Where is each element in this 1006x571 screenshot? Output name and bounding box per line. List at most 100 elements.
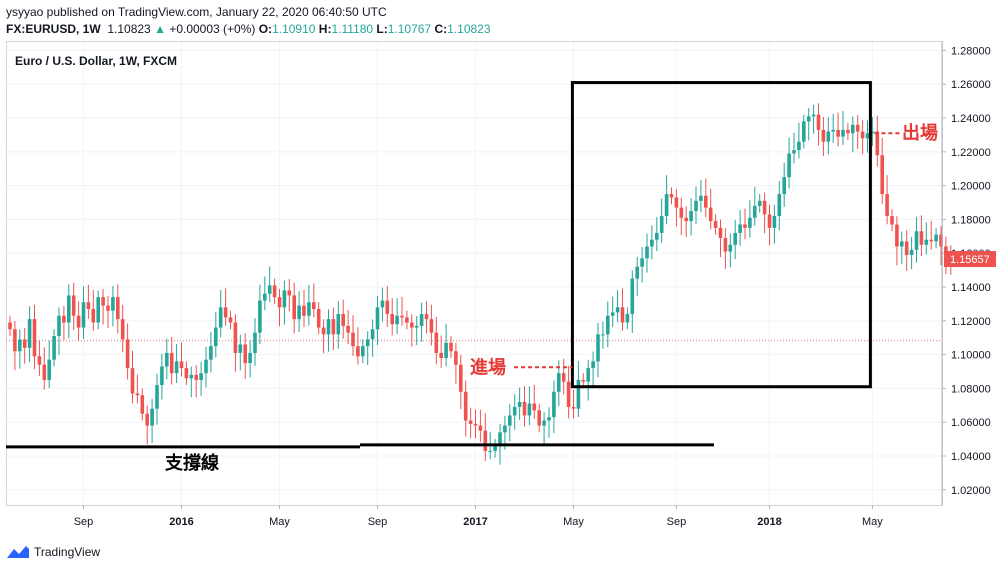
- y-tick-label: 1.04000: [951, 451, 991, 463]
- candle: [610, 296, 615, 328]
- candle-body: [738, 224, 742, 233]
- y-tick-label: 1.08000: [951, 383, 991, 395]
- candle-body: [106, 305, 110, 311]
- candle-body: [81, 302, 86, 328]
- candle: [718, 219, 723, 257]
- candle-body: [267, 285, 272, 294]
- candle: [601, 321, 605, 349]
- candle: [522, 386, 527, 427]
- candle-body: [145, 413, 149, 426]
- candle-body: [282, 290, 287, 308]
- candle: [704, 178, 708, 218]
- candle: [552, 380, 556, 434]
- candle-body: [125, 339, 130, 369]
- y-tick-label: 1.12000: [951, 316, 991, 328]
- candle: [753, 186, 757, 227]
- x-tick-label: 2016: [169, 516, 193, 528]
- candle: [47, 340, 51, 389]
- candle: [713, 214, 718, 235]
- candle-body: [841, 129, 845, 137]
- candle-body: [302, 305, 306, 316]
- candle: [880, 137, 884, 204]
- support-lines: [6, 443, 714, 449]
- candle-body: [909, 249, 914, 255]
- candle-body: [728, 244, 733, 252]
- candle-body: [552, 391, 556, 418]
- candle: [591, 351, 595, 386]
- breakout-box: [570, 81, 872, 389]
- candle-body: [743, 224, 747, 228]
- x-tick-label: Sep: [368, 516, 388, 528]
- up-triangle-icon: ▲: [154, 22, 166, 36]
- candle: [120, 304, 125, 353]
- candle-body: [498, 432, 502, 446]
- candle: [517, 387, 522, 420]
- candle-body: [194, 374, 198, 380]
- candle-body: [571, 406, 576, 409]
- candle-body: [890, 216, 894, 225]
- candle-body: [532, 403, 537, 411]
- candle: [767, 204, 772, 246]
- candle-body: [855, 124, 860, 132]
- y-tick-label: 1.06000: [951, 417, 991, 429]
- candle-body: [238, 344, 243, 353]
- candle-body: [851, 124, 855, 134]
- candle-body: [522, 401, 527, 416]
- candle-body: [47, 359, 51, 380]
- y-tick-label: 1.22000: [951, 147, 991, 159]
- candle: [468, 407, 473, 439]
- candle-body: [62, 315, 66, 323]
- candle: [924, 222, 929, 255]
- candle-body: [27, 319, 32, 348]
- candle: [527, 386, 532, 426]
- candle: [454, 342, 458, 384]
- candle-body: [503, 425, 507, 433]
- candle: [116, 284, 120, 334]
- candle-body: [375, 307, 380, 330]
- candle-body: [111, 297, 115, 311]
- candle-body: [316, 308, 321, 328]
- support-label: 支撐線: [164, 452, 219, 473]
- candle-body: [806, 116, 811, 122]
- candle: [855, 114, 860, 149]
- tradingview-logo-icon: [7, 546, 29, 558]
- chart-title: Euro / U.S. Dollar, 1W, FXCM: [15, 54, 177, 68]
- candle: [160, 353, 164, 400]
- candles: [8, 103, 953, 465]
- candle-body: [694, 200, 698, 211]
- high-label: H:: [318, 22, 332, 36]
- footer-brand[interactable]: TradingView: [34, 545, 101, 559]
- candle: [806, 108, 811, 141]
- candle: [37, 340, 42, 377]
- candle-body: [591, 361, 595, 369]
- candle-body: [650, 239, 654, 247]
- candle-body: [96, 297, 100, 323]
- candle-body: [762, 200, 767, 215]
- candle-body: [165, 352, 169, 367]
- x-tick-label: Sep: [667, 516, 687, 528]
- candle: [316, 302, 321, 335]
- candle: [625, 307, 630, 330]
- candle-body: [346, 325, 350, 333]
- candle-body: [537, 410, 541, 426]
- candle: [302, 289, 306, 328]
- y-tick-label: 1.18000: [951, 214, 991, 226]
- candle-body: [400, 315, 404, 318]
- candle: [669, 187, 674, 205]
- candle-body: [939, 234, 943, 247]
- candle-body: [557, 373, 561, 392]
- candle-body: [160, 366, 164, 386]
- candle: [444, 323, 448, 367]
- candle: [449, 336, 453, 358]
- candle-body: [424, 314, 429, 320]
- candle: [772, 204, 777, 244]
- x-tick-label: 2018: [757, 516, 781, 528]
- candle: [738, 210, 742, 246]
- candle: [571, 389, 576, 419]
- candle-body: [135, 393, 140, 396]
- candle: [111, 285, 115, 327]
- candle: [777, 181, 782, 231]
- candle: [635, 256, 639, 296]
- candle-body: [566, 381, 571, 407]
